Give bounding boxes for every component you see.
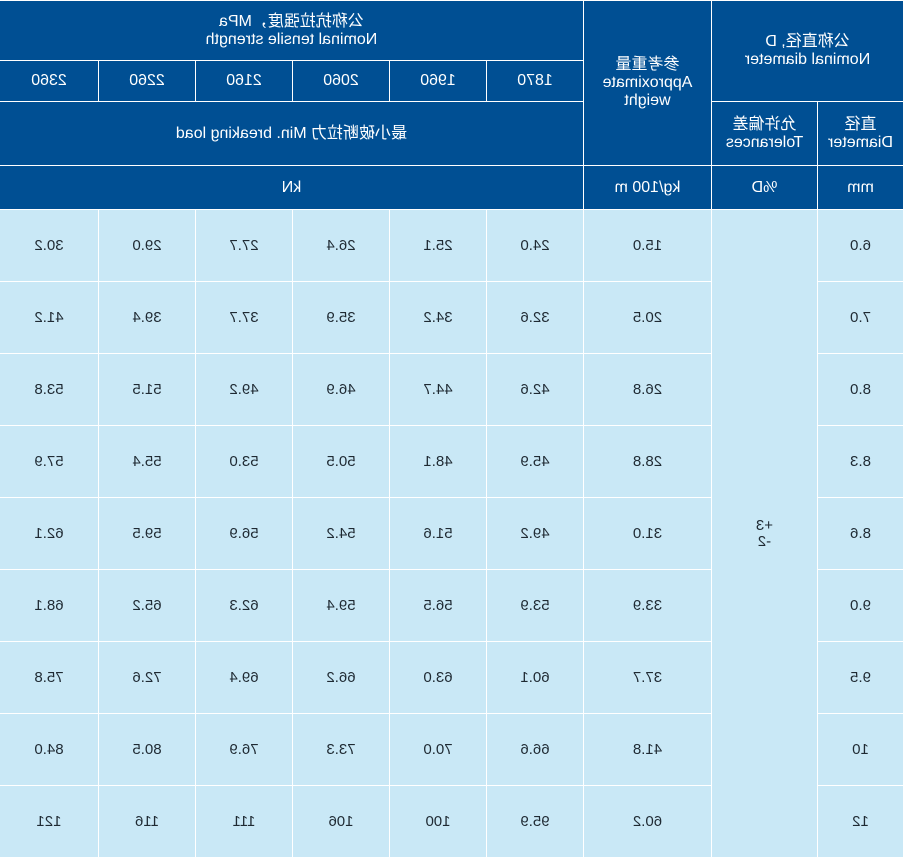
breaking-load-cell: 56.5	[389, 569, 487, 642]
breaking-load-cell: 63.0	[389, 641, 487, 714]
breaking-load-cell: 100	[389, 785, 487, 858]
weight-cell: 26.8	[583, 353, 712, 426]
diameter-cell: 8.0	[817, 353, 904, 426]
breaking-load-cell: 116	[98, 785, 196, 858]
breaking-load-cell: 34.2	[389, 281, 487, 354]
unit-weight: kg/100 m	[583, 165, 712, 210]
breaking-load-cell: 29.0	[98, 209, 196, 282]
breaking-load-cell: 53.8	[0, 353, 99, 426]
diameter-cell: 9.5	[817, 641, 904, 714]
breaking-load-cell: 84.0	[0, 713, 99, 786]
diameter-cell: 12	[817, 785, 904, 858]
breaking-load-cell: 59.5	[98, 497, 196, 570]
breaking-load-cell: 62.1	[0, 497, 99, 570]
weight-cell: 41.8	[583, 713, 712, 786]
breaking-load-cell: 65.2	[98, 569, 196, 642]
grade-2060: 2060	[292, 60, 390, 102]
unit-percent-d: %D	[711, 165, 818, 210]
breaking-load-cell: 51.6	[389, 497, 487, 570]
diameter-cell: 10	[817, 713, 904, 786]
weight-cell: 28.8	[583, 425, 712, 498]
breaking-load-cell: 72.6	[98, 641, 196, 714]
diameter-cell: 8.3	[817, 425, 904, 498]
grade-2360: 2360	[0, 60, 99, 102]
diameter-cell: 8.6	[817, 497, 904, 570]
breaking-load-cell: 60.1	[486, 641, 584, 714]
breaking-load-cell: 69.4	[195, 641, 293, 714]
breaking-load-cell: 76.9	[195, 713, 293, 786]
grade-1870: 1870	[486, 60, 584, 102]
breaking-load-cell: 50.5	[292, 425, 390, 498]
approx-weight-header: 参考重量 Approximate weight	[583, 0, 712, 166]
diameter-cell: 6.0	[817, 209, 904, 282]
breaking-load-cell: 42.6	[486, 353, 584, 426]
breaking-load-cell: 95.9	[486, 785, 584, 858]
breaking-load-cell: 80.5	[98, 713, 196, 786]
tolerances-header: 允许偏差 Tolerances	[711, 101, 818, 166]
breaking-load-cell: 111	[195, 785, 293, 858]
weight-cell: 20.5	[583, 281, 712, 354]
breaking-load-cell: 57.9	[0, 425, 99, 498]
breaking-load-cell: 44.7	[389, 353, 487, 426]
breaking-load-cell: 48.1	[389, 425, 487, 498]
breaking-load-cell: 59.4	[292, 569, 390, 642]
tolerance-plus: +3	[755, 516, 774, 534]
breaking-load-cell: 53.0	[195, 425, 293, 498]
breaking-load-cell: 70.0	[389, 713, 487, 786]
breaking-load-cell: 54.2	[292, 497, 390, 570]
weight-cell: 33.9	[583, 569, 712, 642]
breaking-load-cell: 68.1	[0, 569, 99, 642]
tensile-strength-header: 公称抗拉强度，MPa Nominal tensile strength	[0, 0, 584, 61]
grade-2260: 2260	[98, 60, 196, 102]
breaking-load-cell: 24.0	[486, 209, 584, 282]
table-row: 6.0 +3 -2 15.0 24.0 25.1 26.4 27.7 29.0 30.2	[0, 209, 904, 858]
breaking-load-cell: 62.3	[195, 569, 293, 642]
breaking-load-cell: 37.7	[195, 281, 293, 354]
breaking-load-cell: 55.4	[98, 425, 196, 498]
breaking-load-cell: 26.4	[292, 209, 390, 282]
breaking-load-cell: 73.3	[292, 713, 390, 786]
diameter-header: 直径 Diameter	[817, 101, 904, 166]
breaking-load-cell: 53.9	[486, 569, 584, 642]
unit-kn: kN	[0, 165, 584, 210]
tolerance-minus: -2	[757, 532, 772, 550]
breaking-load-cell: 49.2	[486, 497, 584, 570]
breaking-load-cell: 106	[292, 785, 390, 858]
breaking-load-header: 最小破断拉力 Min. breaking load	[0, 101, 584, 166]
weight-cell: 15.0	[583, 209, 712, 282]
grade-1960: 1960	[389, 60, 487, 102]
breaking-load-cell: 41.2	[0, 281, 99, 354]
unit-mm: mm	[817, 165, 904, 210]
breaking-load-cell: 45.9	[486, 425, 584, 498]
breaking-load-cell: 39.4	[98, 281, 196, 354]
breaking-load-cell: 49.2	[195, 353, 293, 426]
grade-2160: 2160	[195, 60, 293, 102]
weight-cell: 60.2	[583, 785, 712, 858]
breaking-load-cell: 30.2	[0, 209, 99, 282]
nominal-diameter-header: 公称直径, D Nominal diameter	[711, 0, 904, 102]
breaking-load-cell: 51.5	[98, 353, 196, 426]
tolerance-cell: +3 -2	[711, 209, 818, 858]
breaking-load-cell: 121	[0, 785, 99, 858]
breaking-load-cell: 35.9	[292, 281, 390, 354]
breaking-load-cell: 32.6	[486, 281, 584, 354]
diameter-cell: 9.0	[817, 569, 904, 642]
breaking-load-cell: 25.1	[389, 209, 487, 282]
weight-cell: 31.0	[583, 497, 712, 570]
breaking-load-cell: 75.8	[0, 641, 99, 714]
diameter-cell: 7.0	[817, 281, 904, 354]
breaking-load-cell: 66.6	[486, 713, 584, 786]
breaking-load-cell: 56.9	[195, 497, 293, 570]
breaking-load-cell: 66.2	[292, 641, 390, 714]
breaking-load-cell: 46.9	[292, 353, 390, 426]
weight-cell: 37.7	[583, 641, 712, 714]
breaking-load-cell: 27.7	[195, 209, 293, 282]
